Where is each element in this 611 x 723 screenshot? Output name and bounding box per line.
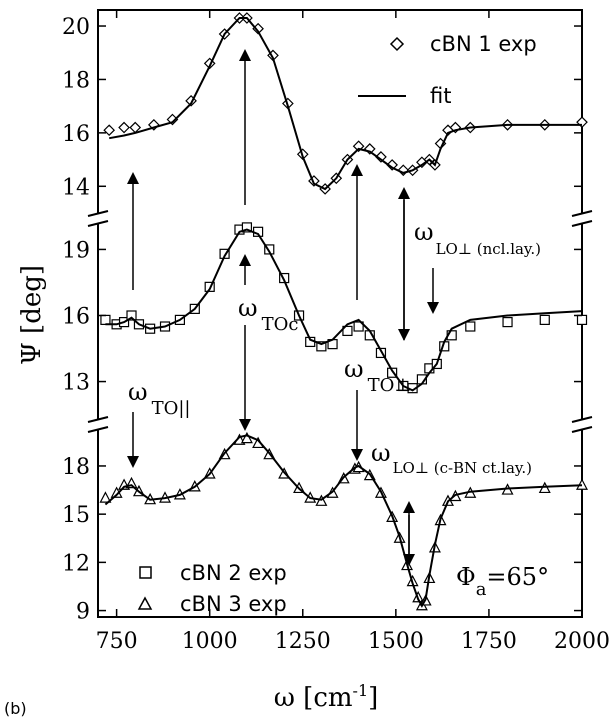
data-point-middle-0-18 [316, 341, 327, 352]
series-fit-line-top [109, 17, 582, 191]
axis-breaks [87, 210, 593, 433]
data-point-middle-0-33 [502, 317, 513, 328]
x-tick-label-5: 2000 [554, 629, 610, 654]
axis-break-right-top-mask [574, 213, 590, 223]
data-point-bottom-0-12 [240, 431, 253, 444]
data-point-top-0-0 [103, 124, 116, 137]
data-point-middle-0-34 [539, 314, 550, 325]
y-tick-label-top-3: 20 [62, 15, 90, 40]
x-tick-label-4: 1750 [461, 629, 517, 654]
x-tick-label-1: 1000 [182, 629, 238, 654]
x-axis-title: ω [cm-1] [274, 681, 379, 713]
y-tick-label-middle-0: 13 [62, 371, 90, 396]
label-phi: Φa=65° [456, 563, 549, 600]
legend-label-cbn2: cBN 2 exp [180, 561, 287, 585]
legend-marker-diamond [389, 36, 405, 52]
y-tick-label-middle-1: 16 [62, 304, 90, 329]
data-point-middle-0-24 [387, 367, 398, 378]
y-axis-title: Ψ [deg] [17, 265, 47, 365]
axis-break-right-bottom [571, 416, 593, 433]
panel-label: (b) [4, 699, 27, 718]
data-point-middle-0-3 [126, 310, 137, 321]
label-omega-toc: ωTOc [238, 294, 298, 335]
legend-top: cBN 1 exp fit [358, 32, 537, 108]
y-tick-label-top-2: 18 [62, 68, 90, 93]
axis-break-left-bottom-mask [90, 419, 106, 429]
axis-break-left-bottom [87, 416, 109, 433]
data-point-middle-0-23 [375, 347, 387, 359]
label-omega-to-par: ωTO|| [128, 378, 190, 419]
legend-marker-square [139, 566, 152, 579]
label-omega-lo-ncl: ωLO⊥ (ncl.lay.) [414, 218, 541, 258]
data-point-top-0-14 [308, 175, 320, 187]
axis-break-left-top-mask [90, 213, 106, 223]
axis-break-left-top [87, 210, 109, 227]
data-point-middle-0-21 [353, 321, 364, 332]
data-point-top-0-20 [375, 151, 387, 163]
y-tick-label-bottom-3: 18 [62, 455, 90, 480]
plot-frame [97, 9, 583, 618]
label-omega-to-perp: ωTO⊥ [344, 355, 411, 396]
series-fit-line-bottom [104, 434, 583, 608]
legend-label-fit: fit [430, 84, 451, 108]
legend-bottom: cBN 2 exp cBN 3 exp [137, 561, 287, 616]
y-tick-label-top-0: 14 [62, 175, 90, 200]
tick-layer: 750 1000 1250 1500 1750 2000 14 16 18 20 13 16 19 9 12… [62, 10, 610, 654]
data-point-middle-0-12 [241, 222, 253, 233]
data-point-middle-0-35 [576, 314, 588, 325]
x-tick-label-3: 1500 [368, 629, 424, 654]
axis-break-right-top [571, 210, 593, 227]
y-tick-label-top-1: 16 [62, 122, 90, 147]
data-point-middle-0-0 [100, 314, 111, 325]
data-point-top-0-21 [386, 159, 398, 171]
data-point-middle-0-14 [264, 244, 275, 255]
legend-label-cbn1: cBN 1 exp [430, 32, 537, 56]
y-tick-label-middle-2: 19 [62, 238, 90, 263]
y-tick-label-bottom-1: 12 [62, 551, 90, 576]
data-point-middle-0-32 [465, 321, 476, 332]
data-point-top-0-1 [118, 121, 130, 134]
x-tick-label-2: 1250 [275, 629, 331, 654]
x-tick-label-0: 750 [96, 629, 138, 654]
series-layer [99, 12, 588, 611]
axis-break-right-bottom-mask [574, 419, 590, 429]
data-point-bottom-0-0 [99, 491, 112, 503]
legend-label-cbn3: cBN 3 exp [180, 592, 287, 616]
legend-marker-triangle [137, 596, 153, 610]
annotation-arrows [127, 49, 439, 566]
label-omega-lo-cbn: ωLO⊥ (c-BN ct.lay.) [371, 439, 532, 477]
series-fit-line-middle [105, 228, 583, 392]
data-point-middle-0-20 [342, 325, 353, 337]
y-tick-label-bottom-2: 15 [62, 503, 90, 528]
data-point-top-0-5 [185, 94, 197, 107]
y-tick-label-bottom-0: 9 [76, 600, 90, 625]
